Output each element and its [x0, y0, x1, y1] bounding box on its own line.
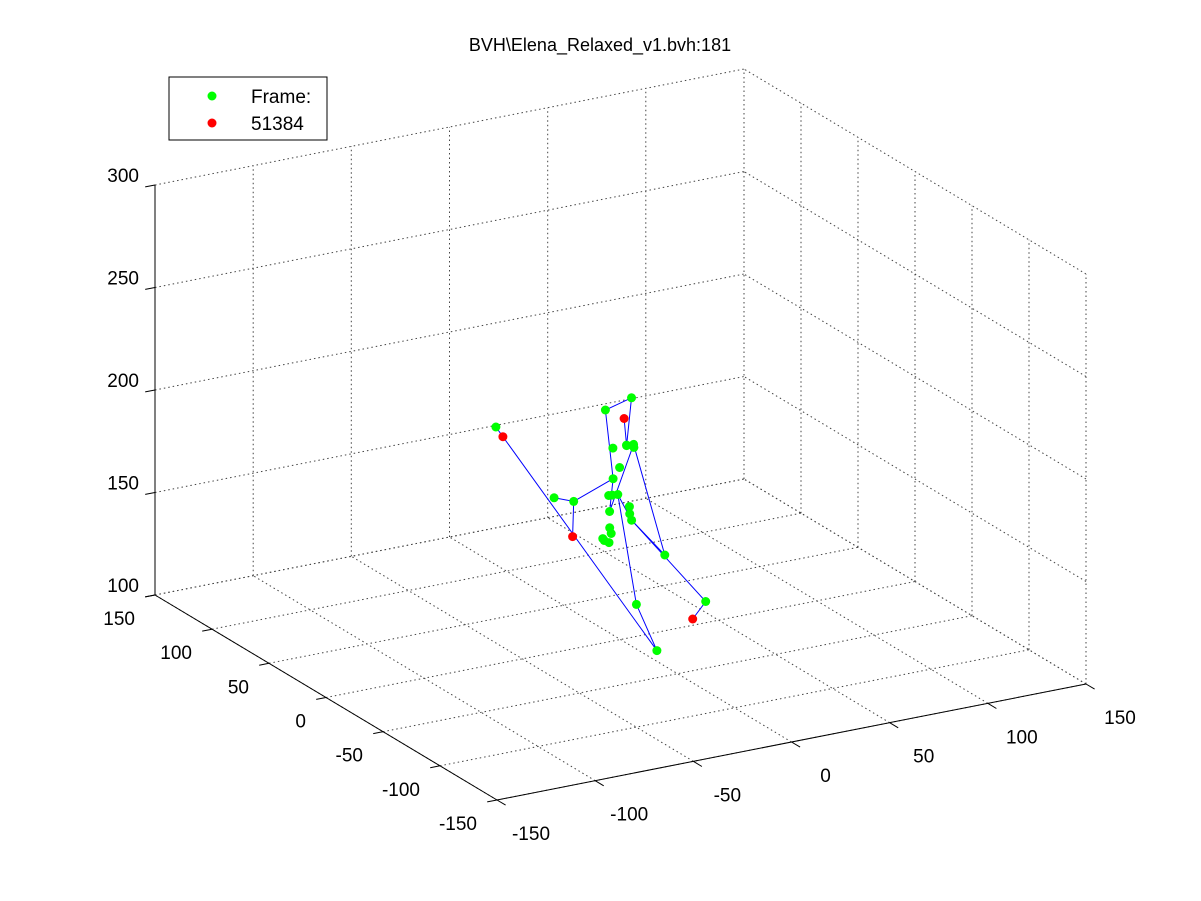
y-tick-label: -150: [439, 814, 477, 835]
y-tick-mark: [373, 731, 384, 735]
x-tick-mark: [889, 722, 899, 729]
joint-point[interactable]: [569, 496, 579, 506]
legend-label-frame: Frame:: [251, 87, 311, 108]
joint-point[interactable]: [625, 509, 635, 519]
side-wall-gridline-z: [743, 478, 1087, 685]
x-tick-label: 50: [913, 747, 934, 768]
skeleton-bones: [495, 396, 707, 651]
joint-point[interactable]: [631, 599, 641, 609]
joint-point[interactable]: [615, 463, 625, 472]
joint-point[interactable]: [622, 441, 632, 451]
z-tick-mark: [145, 287, 156, 290]
side-wall-gridline-z: [743, 171, 1087, 377]
side-wall-gridline-z: [743, 68, 1087, 275]
back-wall-gridline-z: [154, 478, 745, 596]
back-wall-gridline-z: [154, 68, 745, 186]
joint-point[interactable]: [701, 597, 711, 606]
joint-point[interactable]: [624, 502, 634, 512]
joint-point[interactable]: [491, 422, 501, 432]
joint-point[interactable]: [605, 523, 615, 533]
y-tick-label: 100: [160, 643, 192, 664]
floor-gridline-y: [325, 581, 916, 698]
floor-gridline-x: [351, 555, 694, 762]
y-tick-mark: [316, 697, 327, 700]
x-tick-label: 150: [1104, 708, 1136, 729]
joint-point[interactable]: [608, 443, 618, 453]
y-tick-label: -100: [382, 780, 420, 801]
joint-point[interactable]: [608, 474, 618, 484]
bone-segment: [604, 396, 633, 479]
y-tick-label: 0: [295, 712, 306, 733]
joint-point[interactable]: [604, 538, 614, 548]
bone-segment: [495, 426, 707, 651]
end-site-point[interactable]: [688, 614, 698, 624]
back-wall-gridline-z: [154, 171, 745, 288]
z-tick-mark: [145, 492, 156, 495]
joint-point[interactable]: [607, 490, 617, 500]
bone-segment: [573, 418, 635, 512]
y-tick-mark: [259, 662, 270, 666]
floor-gridline-y: [268, 546, 859, 664]
chart-title: BVH\Elena_Relaxed_v1.bvh:181: [469, 35, 731, 56]
y-tick-label: 150: [103, 609, 135, 630]
legend-marker-number: [207, 118, 217, 128]
end-site-point[interactable]: [498, 432, 508, 442]
legend-box: [168, 76, 328, 141]
z-tick-label: 200: [107, 371, 139, 392]
tick-labels: -150 -100 -50 0 50 100 150 -150 -100 -50 0 50 100 150…: [103, 166, 1136, 845]
end-site-point[interactable]: [619, 414, 629, 423]
y-tick-mark: [430, 765, 441, 769]
z-tick-label: 300: [107, 166, 139, 187]
z-tick-label: 250: [107, 269, 139, 290]
grid: [154, 68, 1087, 801]
x-tick-label: -150: [512, 824, 550, 845]
side-wall-gridline-z: [743, 376, 1087, 582]
x-tick-label: -100: [610, 805, 648, 826]
y-tick-mark: [202, 628, 213, 632]
axes: [145, 184, 1095, 806]
y-tick-label: 50: [228, 677, 249, 698]
z-tick-mark: [145, 594, 156, 598]
joint-point[interactable]: [627, 393, 636, 403]
x-tick-mark: [594, 780, 604, 787]
y-tick-label: -50: [336, 746, 363, 767]
floor-gridline-x: [449, 536, 792, 743]
legend[interactable]: Frame: 51384: [168, 76, 328, 141]
end-site-point[interactable]: [568, 532, 578, 542]
x-tick-mark: [496, 799, 506, 806]
x-tick-mark: [987, 702, 997, 709]
back-wall-gridline-z: [154, 376, 745, 493]
x-tick-mark: [791, 741, 801, 748]
floor-gridline-y: [211, 512, 802, 630]
y-tick-mark: [487, 799, 498, 803]
x-tick-mark: [693, 760, 703, 767]
legend-marker-frame: [207, 91, 217, 101]
floor-gridline-y: [439, 649, 1030, 767]
skeleton-joints[interactable]: [491, 393, 711, 656]
x-tick-label: 0: [820, 766, 831, 787]
back-wall-gridline-z: [154, 273, 745, 391]
z-tick-mark: [145, 389, 156, 393]
joint-point[interactable]: [660, 550, 670, 560]
x-tick-label: 100: [1006, 727, 1038, 748]
z-tick-mark: [145, 184, 156, 188]
x-tick-mark: [1085, 683, 1095, 690]
joint-point[interactable]: [605, 507, 615, 516]
floor-gridline-x: [547, 517, 890, 724]
z-tick-label: 150: [107, 474, 139, 495]
joint-point[interactable]: [629, 442, 639, 452]
floor-gridline-y: [382, 615, 973, 733]
z-tick-label: 100: [107, 576, 139, 597]
joint-point[interactable]: [549, 493, 559, 503]
joint-point[interactable]: [652, 646, 662, 656]
x-tick-label: -50: [714, 785, 741, 806]
legend-label-number: 51384: [251, 114, 304, 135]
joint-point[interactable]: [600, 405, 610, 415]
side-wall-gridline-z: [743, 273, 1087, 480]
